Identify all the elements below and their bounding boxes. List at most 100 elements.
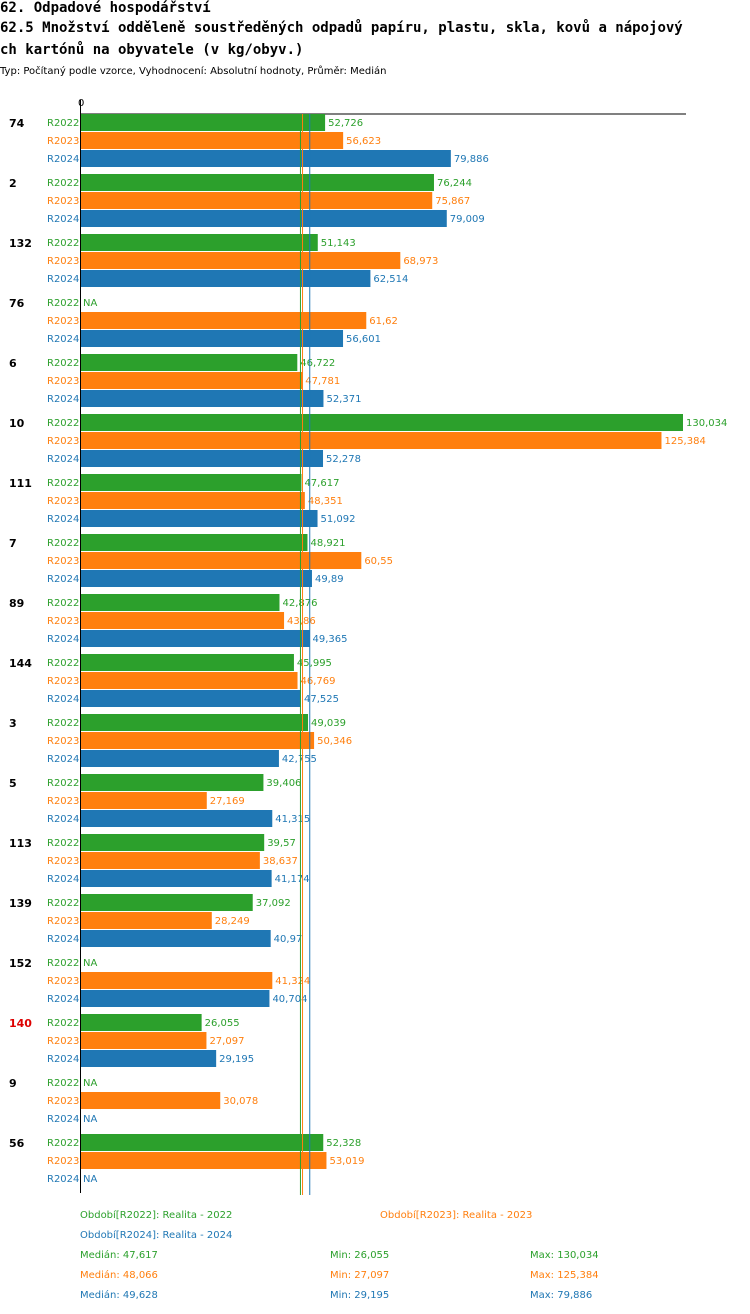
legend-r2023: Období[R2023]: Realita - 2023 xyxy=(380,1210,533,1221)
group-label: 140 xyxy=(9,1017,32,1030)
value-label: 75,867 xyxy=(435,196,470,207)
series-label: R2022 xyxy=(47,118,79,129)
value-label: 49,89 xyxy=(315,574,344,585)
series-label: R2022 xyxy=(47,1138,79,1149)
legend-r2024: Období[R2024]: Realita - 2024 xyxy=(80,1230,233,1241)
group-label: 10 xyxy=(9,417,25,430)
bar xyxy=(81,714,309,731)
value-label: 40,97 xyxy=(274,934,303,945)
value-label: 38,637 xyxy=(263,856,298,867)
group-label: 139 xyxy=(9,897,32,910)
value-label: 41,315 xyxy=(275,814,310,825)
bar xyxy=(81,330,344,347)
bar xyxy=(81,750,279,767)
bar xyxy=(81,192,433,209)
bar xyxy=(81,630,310,647)
bar xyxy=(81,654,294,671)
bar xyxy=(81,612,285,629)
value-label: 125,384 xyxy=(664,436,705,447)
min-r2022: Min: 26,055 xyxy=(330,1250,390,1261)
value-label: 61,62 xyxy=(369,316,398,327)
bar xyxy=(81,894,253,911)
bar xyxy=(81,1050,217,1067)
bar xyxy=(81,270,371,287)
bar xyxy=(81,510,318,527)
value-label: 40,704 xyxy=(272,994,307,1005)
median-r2022: Medián: 47,617 xyxy=(80,1250,158,1261)
x-tick-label: 0 xyxy=(78,98,84,109)
bar xyxy=(81,774,264,791)
series-label: R2024 xyxy=(47,934,79,945)
series-label: R2024 xyxy=(47,1054,79,1065)
section-title: 62. Odpadové hospodářství xyxy=(0,0,211,16)
series-label: R2024 xyxy=(47,814,79,825)
value-label: NA xyxy=(83,1078,97,1089)
bar xyxy=(81,732,315,749)
bar xyxy=(81,174,434,191)
series-label: R2024 xyxy=(47,574,79,585)
value-label: 48,921 xyxy=(310,538,345,549)
bar xyxy=(81,834,265,851)
min-r2024: Min: 29,195 xyxy=(330,1290,390,1301)
series-label: R2024 xyxy=(47,634,79,645)
value-label: NA xyxy=(83,958,97,969)
value-label: 52,328 xyxy=(326,1138,361,1149)
chart-subtitle: Typ: Počítaný podle vzorce, Vyhodnocení:… xyxy=(0,66,387,77)
series-label: R2024 xyxy=(47,1174,79,1185)
series-label: R2022 xyxy=(47,298,79,309)
value-label: 41,174 xyxy=(275,874,310,885)
series-label: R2024 xyxy=(47,454,79,465)
bar xyxy=(81,252,401,269)
series-label: R2022 xyxy=(47,658,79,669)
series-label: R2023 xyxy=(47,196,79,207)
value-label: 42,755 xyxy=(282,754,317,765)
series-label: R2023 xyxy=(47,796,79,807)
series-label: R2022 xyxy=(47,238,79,249)
max-r2023: Max: 125,384 xyxy=(530,1270,599,1281)
legend-r2022: Období[R2022]: Realita - 2022 xyxy=(80,1210,233,1221)
series-label: R2022 xyxy=(47,1078,79,1089)
bar xyxy=(81,450,324,467)
series-label: R2023 xyxy=(47,916,79,927)
bar xyxy=(81,534,308,551)
bar xyxy=(81,414,683,431)
series-label: R2023 xyxy=(47,436,79,447)
series-label: R2024 xyxy=(47,514,79,525)
bar xyxy=(81,492,305,509)
value-label: 48,351 xyxy=(308,496,343,507)
bar xyxy=(81,672,298,689)
value-label: 28,249 xyxy=(215,916,250,927)
value-label: 76,244 xyxy=(437,178,472,189)
value-label: 29,195 xyxy=(219,1054,254,1065)
series-label: R2023 xyxy=(47,376,79,387)
series-label: R2022 xyxy=(47,958,79,969)
bar xyxy=(81,234,318,251)
median-r2023: Medián: 48,066 xyxy=(80,1270,158,1281)
series-label: R2023 xyxy=(47,736,79,747)
bar xyxy=(81,474,302,491)
series-label: R2022 xyxy=(47,898,79,909)
bar xyxy=(81,972,273,989)
series-label: R2024 xyxy=(47,334,79,345)
value-label: NA xyxy=(83,298,97,309)
group-label: 5 xyxy=(9,777,17,790)
series-label: R2022 xyxy=(47,838,79,849)
value-label: 49,365 xyxy=(313,634,348,645)
value-label: 45,995 xyxy=(297,658,332,669)
value-label: 79,009 xyxy=(450,214,485,225)
series-label: R2022 xyxy=(47,1018,79,1029)
bar xyxy=(81,990,270,1007)
value-label: 41,324 xyxy=(275,976,310,987)
group-label: 76 xyxy=(9,297,25,310)
group-label: 132 xyxy=(9,237,32,250)
value-label: 46,722 xyxy=(300,358,335,369)
series-label: R2023 xyxy=(47,616,79,627)
series-label: R2022 xyxy=(47,478,79,489)
group-label: 56 xyxy=(9,1137,25,1150)
series-label: R2024 xyxy=(47,874,79,885)
series-label: R2022 xyxy=(47,358,79,369)
bar xyxy=(81,690,302,707)
group-label: 7 xyxy=(9,537,17,550)
value-label: 52,726 xyxy=(328,118,363,129)
bar-chart: 0 74 R2022 52,726 R2023 56,623 R2024 79,886 2 R20… xyxy=(9,98,727,1195)
